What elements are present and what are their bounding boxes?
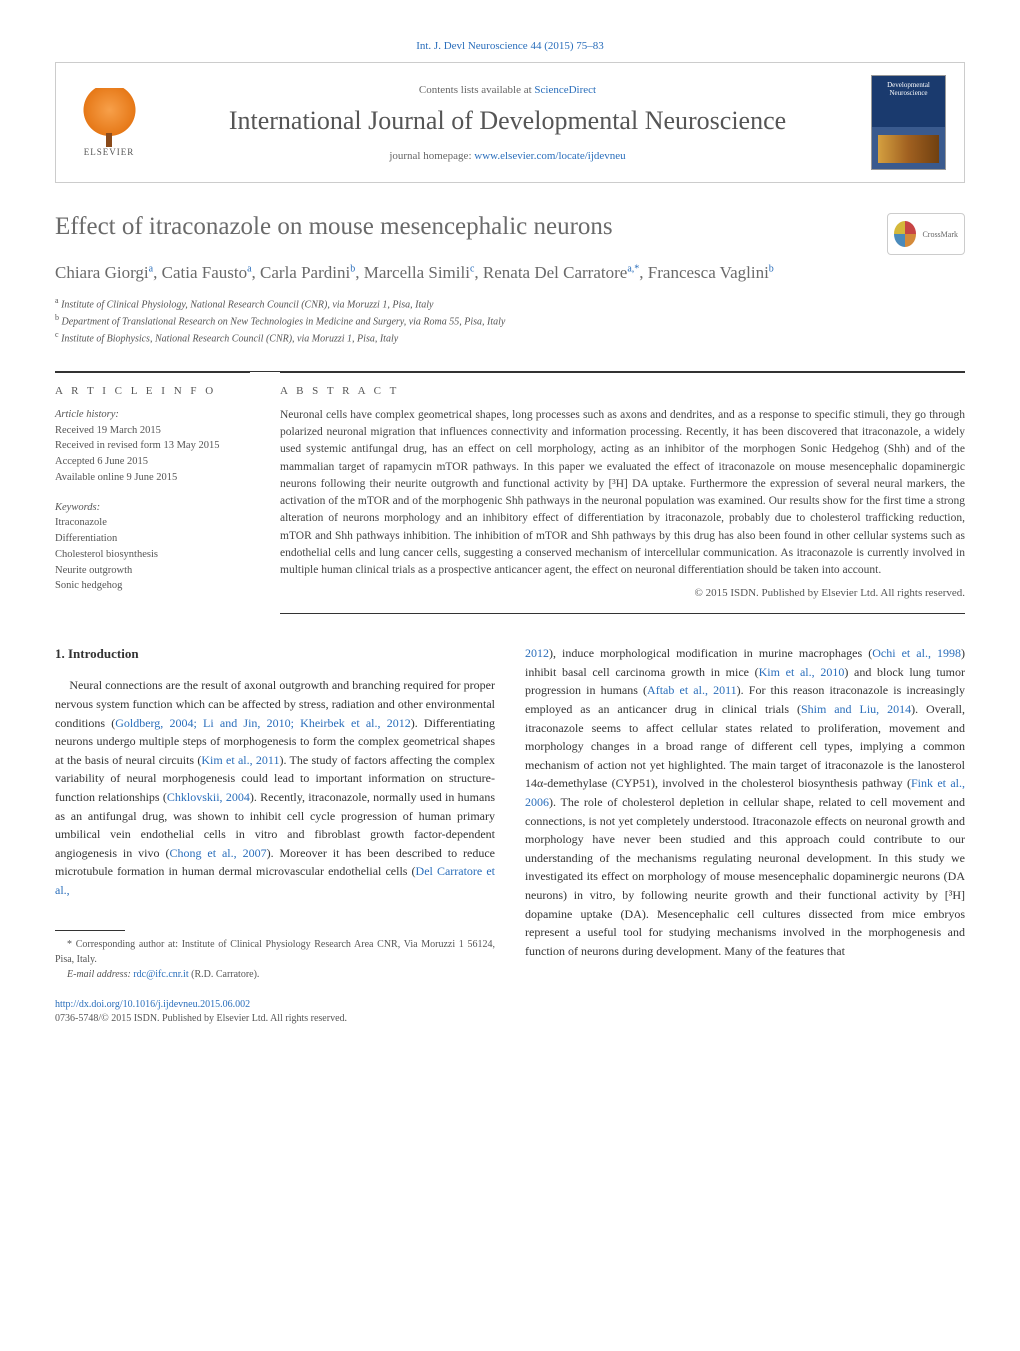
homepage-prefix: journal homepage: [389,150,474,162]
keywords-block: Keywords: ItraconazoleDifferentiationCho… [55,500,250,595]
keyword-line: Neurite outgrowth [55,563,250,579]
footnote-separator [55,930,125,931]
body-columns: 1. Introduction Neural connections are t… [55,644,965,981]
cover-image-icon [878,135,939,163]
email-label: E-mail address: [67,969,133,980]
elsevier-logo: ELSEVIER [74,83,144,163]
affiliations: a Institute of Clinical Physiology, Nati… [55,295,965,347]
intro-paragraph-2: 2012), induce morphological modification… [525,644,965,960]
issn-copyright: 0736-5748/© 2015 ISDN. Published by Else… [55,1013,347,1024]
article-title: Effect of itraconazole on mouse mesencep… [55,213,867,241]
email-suffix: (R.D. Carratore). [189,969,260,980]
keyword-line: Itraconazole [55,515,250,531]
authors-list: Chiara Giorgia, Catia Faustoa, Carla Par… [55,261,965,285]
elsevier-label: ELSEVIER [84,147,135,157]
introduction-heading: 1. Introduction [55,644,495,664]
cover-title: Developmental Neuroscience [876,82,941,97]
homepage-link[interactable]: www.elsevier.com/locate/ijdevneu [474,150,625,162]
article-history: Article history: Received 19 March 2015R… [55,407,250,486]
crossmark-badge[interactable]: CrossMark [887,213,965,255]
intro-paragraph-1: Neural connections are the result of axo… [55,676,495,899]
affiliation-line: c Institute of Biophysics, National Rese… [55,329,965,346]
abstract-heading: a b s t r a c t [280,385,965,397]
doi-link[interactable]: http://dx.doi.org/10.1016/j.ijdevneu.201… [55,999,250,1010]
email-link[interactable]: rdc@ifc.cnr.it [133,969,188,980]
article-info-heading: a r t i c l e i n f o [55,385,250,397]
abstract-text: Neuronal cells have complex geometrical … [280,407,965,580]
history-line: Received 19 March 2015 [55,423,250,439]
crossmark-icon [894,221,916,247]
article-info-column: a r t i c l e i n f o Article history: R… [55,372,250,615]
homepage-line: journal homepage: www.elsevier.com/locat… [162,150,853,162]
elsevier-tree-icon [82,88,137,143]
affiliation-line: b Department of Translational Research o… [55,312,965,329]
affiliation-line: a Institute of Clinical Physiology, Nati… [55,295,965,312]
history-line: Accepted 6 June 2015 [55,454,250,470]
body-column-left: 1. Introduction Neural connections are t… [55,644,495,981]
history-label: Article history: [55,407,250,423]
crossmark-label: CrossMark [922,230,958,239]
history-line: Available online 9 June 2015 [55,470,250,486]
body-column-right: 2012), induce morphological modification… [525,644,965,981]
doi-block: http://dx.doi.org/10.1016/j.ijdevneu.201… [55,998,965,1026]
citation-header: Int. J. Devl Neuroscience 44 (2015) 75–8… [55,40,965,52]
email-note: E-mail address: rdc@ifc.cnr.it (R.D. Car… [55,967,495,982]
keyword-line: Sonic hedgehog [55,578,250,594]
keyword-line: Cholesterol biosynthesis [55,547,250,563]
abstract-copyright: © 2015 ISDN. Published by Elsevier Ltd. … [280,587,965,599]
journal-header: ELSEVIER Contents lists available at Sci… [55,62,965,183]
contents-line: Contents lists available at ScienceDirec… [162,84,853,96]
contents-prefix: Contents lists available at [419,84,534,96]
keyword-line: Differentiation [55,531,250,547]
journal-cover-thumbnail: Developmental Neuroscience [871,75,946,170]
keywords-label: Keywords: [55,500,250,516]
sciencedirect-link[interactable]: ScienceDirect [534,84,596,96]
journal-name: International Journal of Developmental N… [162,106,853,136]
abstract-column: a b s t r a c t Neuronal cells have comp… [280,372,965,615]
corresponding-author-note: * Corresponding author at: Institute of … [55,937,495,967]
history-line: Received in revised form 13 May 2015 [55,438,250,454]
